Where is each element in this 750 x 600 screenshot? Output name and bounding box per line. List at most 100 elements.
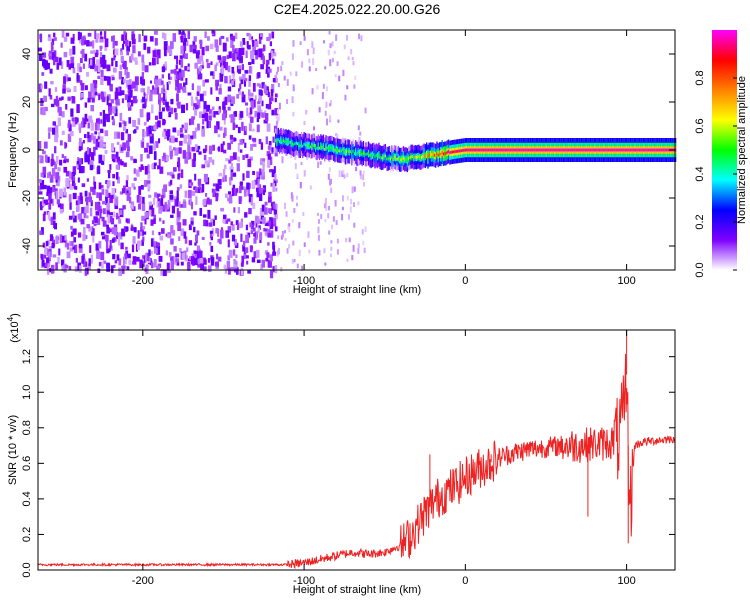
spectrogram-ridge-cell xyxy=(463,148,465,152)
spectrogram-noise-cell xyxy=(55,178,58,183)
spectrogram-noise-cell xyxy=(206,36,210,41)
spectrogram-ridge-cell xyxy=(526,148,528,152)
snr-x-ticks: -200 -100 0 100 xyxy=(132,330,636,587)
spectrogram-noise-cell xyxy=(48,132,51,139)
spectrogram-speckle-cell xyxy=(312,126,315,131)
spectrogram-speckle-cell xyxy=(328,103,331,107)
spectrogram-noise-cell xyxy=(43,59,47,69)
spectrogram-ridge-cell xyxy=(353,152,356,155)
spectrogram-noise-cell xyxy=(261,204,265,212)
spectrogram-speckle-cell xyxy=(363,247,366,253)
spectrogram-speckle-cell xyxy=(329,253,332,258)
spectrogram-ridge-cell xyxy=(320,144,322,148)
spectrogram-ridge-cell xyxy=(311,144,313,148)
spectrogram-ridge-cell xyxy=(664,148,666,152)
spectrogram-noise-cell xyxy=(248,61,252,66)
spectrogram-noise-cell xyxy=(219,238,222,245)
spectrogram-noise-cell xyxy=(163,152,166,159)
spectrogram-ridge-cell xyxy=(525,148,527,152)
spectrogram-noise-cell xyxy=(267,68,272,73)
spectrogram-speckle-cell xyxy=(284,237,287,241)
spectrogram-noise-cell xyxy=(44,106,48,112)
spectrogram-noise-cell xyxy=(210,237,214,241)
spectrogram-noise-cell xyxy=(261,169,265,176)
spectrogram-speckle-cell xyxy=(280,235,283,240)
spectrogram-noise-cell xyxy=(123,78,126,83)
spectrogram-noise-cell xyxy=(141,215,145,221)
spectrogram-noise-cell xyxy=(62,88,66,94)
spectrogram-noise-cell xyxy=(121,188,126,194)
spectrogram-noise-cell xyxy=(240,267,244,276)
spectrogram-y-label: Frequency (Hz) xyxy=(7,112,19,188)
spectrogram-noise-cell xyxy=(75,257,78,263)
spectrogram-noise-cell xyxy=(202,257,206,265)
spectrogram-noise-cell xyxy=(110,76,114,81)
spectrogram-speckle-cell xyxy=(292,84,295,92)
spectrogram-noise-cell xyxy=(61,154,64,159)
spectrogram-noise-cell xyxy=(211,228,215,236)
spectrogram-noise-cell xyxy=(146,113,150,122)
spectrogram-ridge-cell xyxy=(536,148,539,152)
spectrogram-noise-cell xyxy=(170,135,175,144)
spectrogram-noise-cell xyxy=(216,183,220,192)
spectrogram-ridge-cell xyxy=(611,148,614,152)
spectrogram-noise-cell xyxy=(123,31,127,35)
spectrogram-noise-cell xyxy=(235,254,238,259)
spectrogram-noise-cell xyxy=(180,169,184,179)
spectrogram-noise-cell xyxy=(218,57,222,63)
spectrogram-noise-cell xyxy=(248,33,252,41)
spectrogram-noise-cell xyxy=(212,144,215,151)
spectrogram-noise-cell xyxy=(100,231,105,236)
spectrogram-noise-cell xyxy=(252,82,256,92)
spectrogram-noise-cell xyxy=(41,107,46,116)
spectrogram-noise-cell xyxy=(88,115,93,123)
spectrogram-noise-cell xyxy=(55,190,59,200)
spectrogram-noise-cell xyxy=(119,112,123,122)
spectrogram-noise-cell xyxy=(254,41,259,48)
spectrogram-noise-cell xyxy=(146,128,150,137)
spectrogram-noise-cell xyxy=(155,121,159,130)
spectrogram-noise-cell xyxy=(76,164,79,169)
spectrogram-noise-cell xyxy=(215,261,219,267)
spectrogram-noise-cell xyxy=(256,124,260,133)
spectrogram-noise-cell xyxy=(215,79,219,87)
spectrogram-ridge-cell xyxy=(386,157,388,161)
spectrogram-noise-cell xyxy=(104,130,109,137)
spectrogram-noise-cell xyxy=(115,164,120,170)
spectrogram-noise-cell xyxy=(241,94,246,103)
spectrogram-noise-cell xyxy=(123,40,127,44)
spectrogram-ridge-cell xyxy=(296,142,299,146)
spectrogram-ridge-cell xyxy=(482,148,485,152)
spectrogram-noise-cell xyxy=(118,122,122,128)
spectrogram-speckle-cell xyxy=(311,88,314,95)
spectrogram-noise-cell xyxy=(192,40,196,47)
spectrogram-ridge-cell xyxy=(561,148,563,152)
spectrogram-noise-cell xyxy=(100,92,105,98)
spectrogram-noise-cell xyxy=(195,51,200,59)
spectrogram-noise-cell xyxy=(179,140,183,146)
spectrogram-noise-cell xyxy=(90,186,95,192)
spectrogram-ridge-cell xyxy=(451,150,454,154)
spectrogram-ridge-cell xyxy=(638,148,641,152)
spectrogram-noise-cell xyxy=(241,92,244,97)
spectrogram-speckle-cell xyxy=(363,182,366,187)
spectrogram-ridge-cell xyxy=(446,150,448,154)
spectrogram-noise-cell xyxy=(69,48,72,56)
spectrogram-noise-cell xyxy=(195,187,198,193)
spectrogram-noise-cell xyxy=(260,90,263,96)
spectrogram-noise-cell xyxy=(198,184,201,189)
spectrogram-noise-cell xyxy=(49,94,53,100)
spectrogram-ridge-cell xyxy=(493,148,495,152)
spectrogram-speckle-cell xyxy=(336,238,339,244)
spectrogram-noise-cell xyxy=(86,224,91,229)
spectrogram-noise-cell xyxy=(90,152,95,162)
colorbar-tick-label: 0.4 xyxy=(694,166,706,181)
spectrogram-noise-cell xyxy=(204,31,207,39)
spectrogram-ridge-cell xyxy=(379,155,381,159)
spectrogram-speckle-cell xyxy=(328,206,331,211)
spectrogram-ridge-cell xyxy=(325,145,327,149)
spectrogram-noise-cell xyxy=(175,64,178,70)
spectrogram-noise-cell xyxy=(261,82,264,89)
spectrogram-speckle-cell xyxy=(325,86,328,92)
spectrogram-noise-cell xyxy=(273,178,277,187)
